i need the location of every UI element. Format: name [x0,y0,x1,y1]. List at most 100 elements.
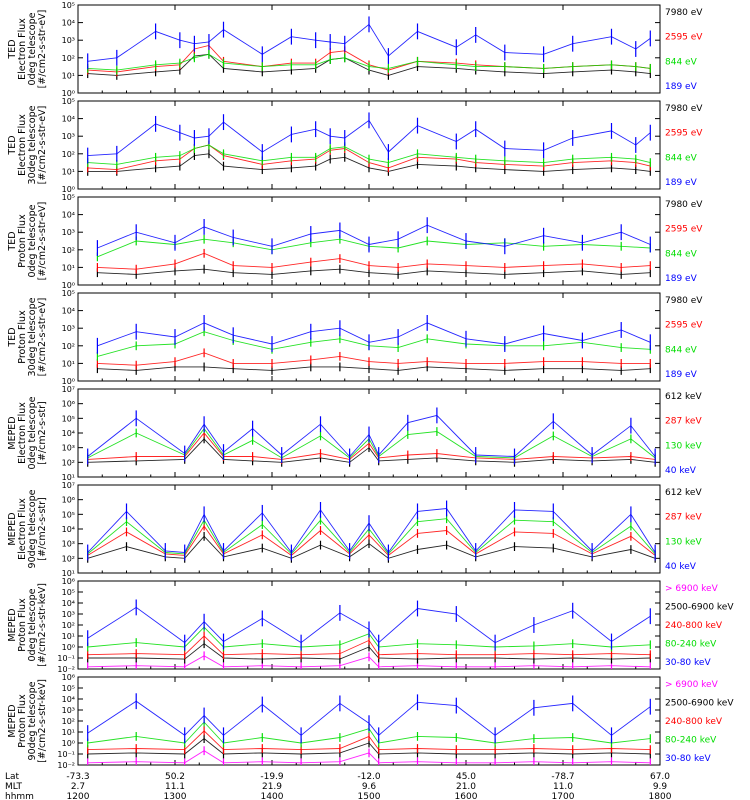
y-tick-label: 10² [62,246,75,255]
legend-entry: 7980 eV [665,200,703,210]
series-line [87,655,651,668]
y-tick-label: 10³ [62,444,75,453]
y-axis-label-line: Proton Flux [17,694,28,748]
series-189-ev [87,16,651,70]
y-axis-label-line: TED [7,135,18,155]
legend-entry: 2500-6900 keV [665,603,734,613]
footer-value: 9.6 [362,782,377,792]
y-axis-label-line: MEPED [7,416,18,449]
y-tick-label: 10⁵ [62,510,75,519]
y-axis-label-line: [#/cm2-s-str-eV] [37,298,48,377]
series-line [87,427,656,459]
y-tick-label: 10⁻¹ [57,750,75,759]
y-axis-label-line: 0deg telescope [27,12,38,85]
y-axis-label-line: TED [7,231,18,251]
legend-entry: 240-800 keV [665,717,723,727]
y-axis-label-line: 30deg telescope [27,297,38,376]
legend-entry: 612 keV [665,488,702,498]
footer-value: 1700 [552,792,575,800]
y-axis-label-line: 90deg telescope [27,489,38,568]
y-tick-label: 10¹ [62,632,75,641]
series-line [87,535,656,559]
series-844-ev [87,49,651,75]
y-axis-label-line: Electron Flux [17,114,28,176]
y-axis-label: MEPEDProton Flux90deg telescope[#/cm2-s-… [7,679,48,763]
series-line [87,153,651,172]
legend-entry: 130 keV [665,537,702,547]
footer-value: 11.1 [165,782,185,792]
series-line [97,224,651,249]
y-axis-label: MEPEDProton Flux0deg telescope[#/cm2-s-s… [7,583,48,667]
y-tick-label: 10¹ [62,569,75,578]
legend-entry: 30-80 keV [665,658,711,668]
panel-6: 10¹ 10² 10³ 10⁴ 10⁵ 10⁶ 10⁷ MEPEDElectron Flux9… [7,481,702,578]
series-line [87,750,651,764]
series-line [87,525,656,557]
footer-value: 1600 [455,792,478,800]
panel-7: 10⁻² 10⁻¹ 10⁰ 10¹ 10² 10³ 10⁴ 10⁵ 10⁶ MEPEDProton… [7,577,734,674]
y-tick-label: 10⁻² [57,761,75,770]
series-189-ev [96,315,651,354]
panel-8: 10⁻² 10⁻¹ 10⁰ 10¹ 10² 10³ 10⁴ 10⁵ 10⁶ MEPEDProton… [7,673,734,770]
y-tick-label: 10⁴ [62,115,75,124]
y-axis-label-line: 0deg telescope [27,588,38,661]
series-2595-ev [96,348,651,370]
y-tick-label: 10³ [62,324,75,333]
y-tick-label: 10² [62,54,75,63]
y-axis-label: TEDProton Flux0deg telescope[#/cm2-s-str… [7,202,48,281]
y-tick-label: 10⁴ [62,19,75,28]
y-tick-label: 10⁴ [62,599,75,608]
legend: > 6900 keV 2500-6900 keV 240-800 keV 80-240… [665,680,734,764]
y-tick-label: 10⁴ [62,525,75,534]
series-189-ev [87,112,651,164]
y-axis-label-line: Electron Flux [17,18,28,80]
y-tick-label: 10⁵ [62,97,75,106]
series-2595-ev [96,248,651,274]
footer-value: 1500 [358,792,381,800]
legend-entry: 30-80 keV [665,754,711,764]
y-tick-label: 10⁵ [62,289,75,298]
panel-3: 10⁰ 10¹ 10² 10³ 10⁴ 10⁵ TEDProton Flux0deg tel… [7,193,703,290]
legend-entry: 844 eV [665,57,698,67]
footer-value: 21.9 [262,782,282,792]
legend-entry: > 6900 keV [665,584,719,594]
y-axis-label-line: 90deg telescope [27,681,38,760]
series-line [87,700,651,736]
legend-entry: 189 eV [665,82,698,92]
footer-value: 1200 [67,792,90,800]
y-tick-label: 10² [62,150,75,159]
y-tick-label: 10¹ [62,71,75,80]
panel-5: 10¹ 10² 10³ 10⁴ 10⁵ 10⁶ 10⁷ MEPEDElectron Flux0… [7,385,702,482]
legend-entry: 40 keV [665,562,697,572]
y-tick-label: 10¹ [62,263,75,272]
legend-entry: 7980 eV [665,8,703,18]
legend-entry: 844 eV [665,249,698,259]
series-line [97,238,651,258]
legend-entry: > 6900 keV [665,680,719,690]
y-tick-label: 10⁵ [62,1,75,10]
legend-entry: 844 eV [665,153,698,163]
y-tick-label: 10⁰ [62,643,75,652]
series-30-80-kev [87,599,651,651]
y-tick-label: 10⁴ [62,211,75,220]
y-axis-label-line: TED [7,39,18,59]
y-tick-label: 10¹ [62,167,75,176]
footer-value: 2.7 [71,782,85,792]
legend-entry: 7980 eV [665,296,703,306]
series-line [87,508,656,554]
y-axis-label-line: [#/cm2-s-str-eV] [37,10,48,89]
legend-entry: 40 keV [665,466,697,476]
legend: 612 keV 287 keV 130 keV 40 keV [665,392,702,476]
y-tick-label: 10⁴ [62,695,75,704]
series-189-ev [96,217,651,256]
footer-value: -12.0 [357,772,381,782]
panel-2: 10⁰ 10¹ 10² 10³ 10⁴ 10⁵ TEDElectron Flux30deg … [7,97,703,194]
y-tick-label: 10⁻¹ [57,654,75,663]
y-tick-label: 10¹ [62,728,75,737]
legend-entry: 2595 eV [665,321,703,331]
series-line [97,352,651,366]
footer-value: 45.0 [456,772,476,782]
series-7980-ev [96,362,651,375]
legend-entry: 287 keV [665,417,702,427]
